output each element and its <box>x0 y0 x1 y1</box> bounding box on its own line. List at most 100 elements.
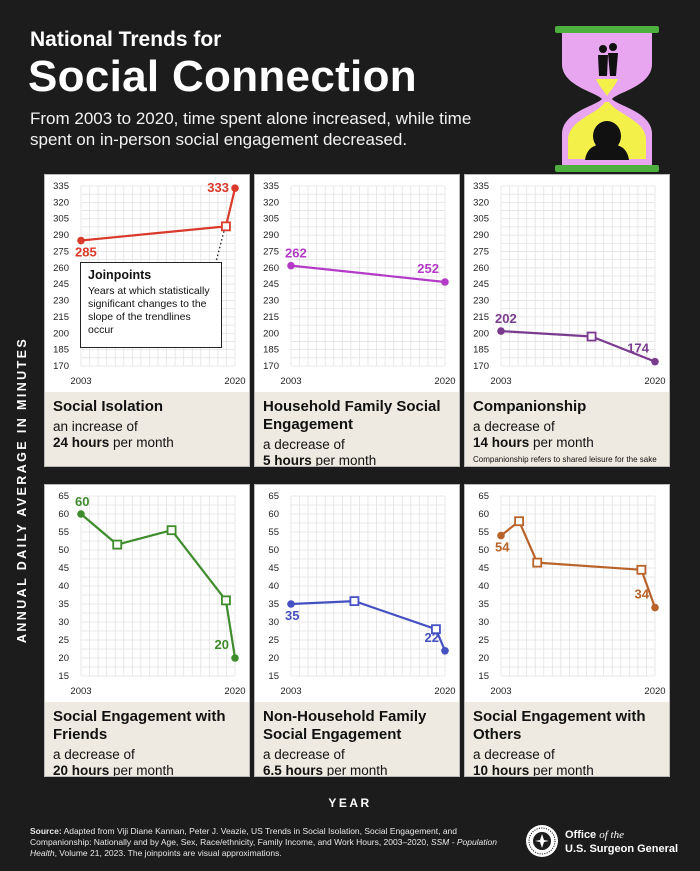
endpoint-marker <box>497 531 505 540</box>
y-tick-label: 275 <box>53 246 69 257</box>
y-tick-label: 275 <box>263 246 279 257</box>
source-journal: SSM - Population Health <box>30 837 497 858</box>
source-tail: , Volume 21, 2023. The joinpoints are vi… <box>54 848 282 858</box>
y-tick-label: 35 <box>58 599 69 610</box>
chart-plot-companionship: 170 185 200 215 230 245 260 275 290 305 320 335 2003… <box>473 181 665 387</box>
joinpoints-legend: Joinpoints Years at which statistically s… <box>80 262 222 348</box>
subtitle: From 2003 to 2020, time spent alone incr… <box>30 109 472 149</box>
y-axis-label: ANNUAL DAILY AVERAGE IN MINUTES <box>15 337 29 643</box>
chart-title: Household Family Social Engagement <box>263 398 441 433</box>
grid <box>80 495 236 677</box>
y-tick-label: 45 <box>478 563 489 574</box>
y-tick-label: 55 <box>478 527 489 538</box>
data-label: 174 <box>627 341 649 356</box>
endpoint-marker <box>651 357 659 366</box>
joinpoint-marker <box>221 221 231 232</box>
series-line <box>290 264 446 284</box>
endpoint-marker <box>441 647 449 655</box>
x-tick-label: 2020 <box>224 376 245 387</box>
chart-title: Companionship <box>473 398 587 415</box>
seal-icon <box>526 825 558 857</box>
y-tick-label: 60 <box>58 509 69 520</box>
endpoint-marker <box>231 654 239 662</box>
hourglass-illustration <box>555 26 659 172</box>
source-note: Source: Adapted from Viji Diane Kannan, … <box>30 826 500 859</box>
y-tick-label: 60 <box>268 509 279 520</box>
y-tick-label: 305 <box>53 214 69 225</box>
joinpoint-marker <box>586 331 597 342</box>
chart-plot-non-household-family-social-engagement: 15 20 25 30 35 40 45 50 55 60 65 2003 2020 35 22 <box>268 491 455 697</box>
chart-plot-household-family-social-engagement: 170 185 200 215 230 245 260 275 290 305 320 335 2003… <box>263 181 455 387</box>
data-label: 54 <box>495 540 510 555</box>
x-tick-label: 2003 <box>490 376 511 387</box>
y-tick-label: 335 <box>53 181 69 192</box>
page-title: Social Connection <box>28 52 417 101</box>
grid <box>500 495 656 677</box>
joinpoint-marker <box>349 596 360 607</box>
x-tick-label: 2020 <box>434 376 455 387</box>
y-tick-label: 40 <box>268 581 279 592</box>
x-tick-label: 2003 <box>490 686 511 697</box>
chart-change-description: a decrease of 5 hours per month <box>263 437 377 467</box>
y-tick-label: 20 <box>268 653 279 664</box>
y-tick-label: 50 <box>268 545 279 556</box>
title-small: National Trends for <box>30 28 222 51</box>
y-tick-label: 290 <box>263 230 279 241</box>
y-tick-label: 185 <box>263 345 279 356</box>
x-tick-label: 2020 <box>224 686 245 697</box>
endpoint-marker <box>77 236 85 245</box>
y-tick-label: 65 <box>268 491 279 502</box>
y-tick-label: 40 <box>58 581 69 592</box>
chart-panel-companionship: 170 185 200 215 230 245 260 275 290 305 320 335 2003… <box>464 174 670 467</box>
series-line <box>290 599 447 652</box>
chart-plot-social-engagement-with-others: 15 20 25 30 35 40 45 50 55 60 65 2003 2020 54 34 <box>478 491 665 697</box>
x-tick-label: 2003 <box>280 686 301 697</box>
y-tick-label: 290 <box>53 230 69 241</box>
data-label: 202 <box>495 311 517 326</box>
x-tick-label: 2020 <box>644 686 665 697</box>
y-tick-label: 30 <box>58 617 69 628</box>
y-tick-label: 320 <box>473 197 489 208</box>
x-tick-label: 2020 <box>434 686 455 697</box>
chart-change-description: a decrease of 14 hours per month <box>473 419 594 450</box>
data-label: 285 <box>75 245 97 260</box>
y-tick-label: 170 <box>473 361 489 372</box>
org-name-line1: Office of the <box>565 829 624 841</box>
y-tick-label: 55 <box>58 527 69 538</box>
y-tick-label: 230 <box>263 296 279 307</box>
chart-title: Social Isolation <box>53 398 164 415</box>
x-tick-label: 2003 <box>280 376 301 387</box>
y-tick-label: 45 <box>268 563 279 574</box>
y-tick-label: 30 <box>268 617 279 628</box>
joinpoints-description: Years at which statistically significant… <box>88 285 210 336</box>
y-tick-label: 200 <box>473 328 489 339</box>
chart-panel-household-family-social-engagement: 170 185 200 215 230 245 260 275 290 305 320 335 2003… <box>254 174 460 467</box>
endpoint-marker <box>287 600 295 608</box>
y-tick-label: 50 <box>478 545 489 556</box>
joinpoint-marker <box>636 564 647 575</box>
y-tick-label: 55 <box>268 527 279 538</box>
chart-note: Companionship refers to shared leisure f… <box>473 455 657 466</box>
chart-change-description: a decrease of 6.5 hours per month <box>263 747 388 777</box>
chart-panel-social-engagement-with-others: 15 20 25 30 35 40 45 50 55 60 65 2003 2020 54 34 Social… <box>464 484 670 777</box>
y-tick-label: 260 <box>263 263 279 274</box>
y-tick-label: 15 <box>268 671 279 682</box>
y-axis-label-text: ANNUAL DAILY AVERAGE IN MINUTES <box>15 337 29 643</box>
source-text: Adapted from Viji Diane Kannan, Peter J.… <box>30 826 457 847</box>
joinpoint-marker <box>166 525 177 536</box>
y-tick-label: 290 <box>473 230 489 241</box>
joinpoint-marker <box>431 624 441 635</box>
y-tick-label: 20 <box>58 653 69 664</box>
y-tick-label: 25 <box>58 635 69 646</box>
endpoint-marker <box>287 261 295 270</box>
joinpoint-marker <box>221 595 231 606</box>
joinpoint-callout-line <box>215 231 225 263</box>
y-tick-label: 25 <box>478 635 489 646</box>
x-axis-label: YEAR <box>328 796 372 810</box>
grid <box>290 185 446 367</box>
y-tick-label: 215 <box>263 312 279 323</box>
joinpoint-marker <box>112 539 123 550</box>
y-tick-label: 245 <box>473 279 489 290</box>
y-tick-label: 170 <box>53 361 69 372</box>
y-tick-label: 170 <box>263 361 279 372</box>
